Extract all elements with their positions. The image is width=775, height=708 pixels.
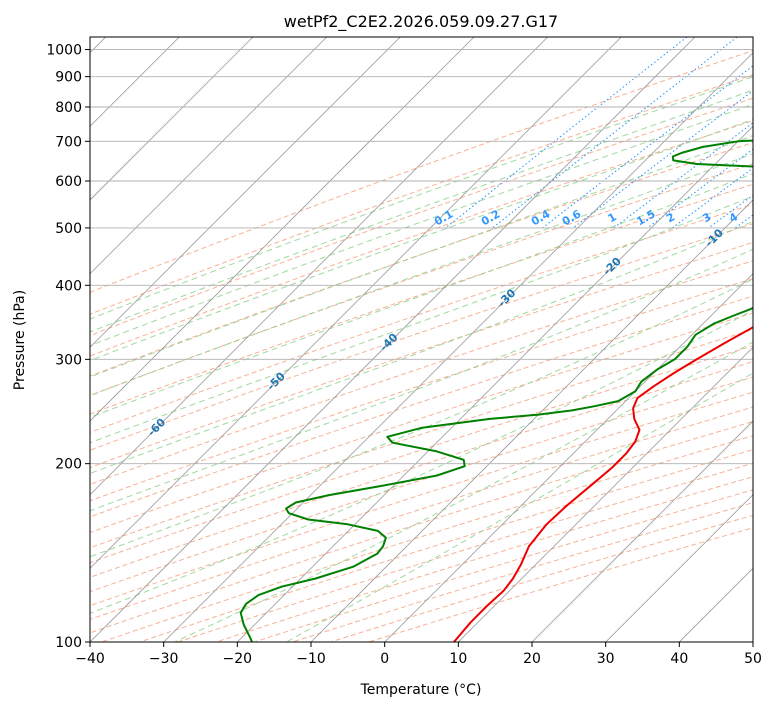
x-tick-label: −30 (149, 651, 179, 667)
x-tick-label: 40 (670, 651, 688, 667)
y-tick-label: 1000 (46, 43, 82, 59)
dry-adiabat (90, 163, 753, 396)
isotherm-line (90, 37, 327, 275)
isotherm-line (310, 199, 753, 642)
y-tick-label: 600 (55, 174, 82, 190)
dry-adiabat (90, 312, 753, 534)
moist-adiabat (90, 153, 753, 397)
moist-adiabat (90, 278, 753, 558)
dry-adiabat (90, 345, 753, 564)
isotherm-line (605, 494, 753, 642)
moist-adiabat (90, 76, 753, 320)
isotherm-line (90, 37, 475, 422)
isotherm-line (237, 125, 753, 642)
isotherm-line (90, 37, 548, 496)
dry-adiabat (90, 295, 753, 518)
y-axis-label: Pressure (hPa) (12, 290, 28, 390)
x-tick-label: 50 (744, 651, 762, 667)
x-tick-label: −10 (296, 651, 326, 667)
dry-adiabat (90, 142, 753, 377)
isotherm-line (163, 52, 753, 642)
dewpoint-profile-line (239, 139, 753, 642)
isotherm-line (531, 420, 753, 642)
chart-title: wetPf2_C2E2.2026.059.09.27.G17 (284, 12, 558, 32)
y-tick-label: 800 (55, 100, 82, 116)
x-tick-label: 0 (380, 651, 389, 667)
background-lines (90, 37, 753, 642)
x-tick-label: −40 (75, 651, 105, 667)
profile-lines (239, 139, 753, 642)
mixing-ratio-line (542, 65, 753, 229)
dry-adiabat (90, 97, 753, 337)
mixing-ratio-line (572, 90, 753, 229)
isotherm-line (90, 37, 622, 569)
dry-adiabat (90, 278, 753, 502)
isotherm-line (90, 37, 696, 642)
x-axis-label: Temperature (°C) (360, 682, 482, 698)
axis-ticks: −40 −30 −20 −10 0 10 20 30 40 50 100 200 300 400 500 60… (46, 43, 762, 667)
dry-adiabat (90, 391, 753, 607)
moist-adiabat (90, 195, 753, 444)
dry-adiabat (90, 223, 753, 451)
y-tick-label: 200 (55, 457, 82, 473)
temperature-profile-line (453, 326, 753, 642)
isotherm-line (90, 37, 401, 348)
plot-frame (89, 36, 754, 643)
x-tick-label: 10 (449, 651, 467, 667)
y-tick-label: 900 (55, 70, 82, 86)
moist-adiabat (90, 89, 753, 333)
dry-adiabat (90, 241, 753, 469)
y-tick-label: 500 (55, 221, 82, 237)
dry-adiabat (90, 376, 753, 593)
dry-adiabat (90, 50, 753, 293)
x-tick-label: 30 (597, 651, 615, 667)
moist-adiabat (90, 118, 753, 362)
mixing-ratio-line (672, 167, 753, 229)
dry-adiabat (90, 329, 753, 549)
moist-adiabat (90, 173, 753, 418)
x-tick-label: 20 (523, 651, 541, 667)
y-tick-label: 100 (55, 635, 82, 651)
x-tick-label: −20 (223, 651, 253, 667)
y-tick-label: 300 (55, 352, 82, 368)
isotherm-line (384, 273, 753, 642)
isotherm-line (458, 346, 753, 642)
isotherm-line (90, 37, 254, 201)
plot-background (90, 37, 753, 642)
y-tick-label: 400 (55, 278, 82, 294)
y-tick-label: 700 (55, 134, 82, 150)
dry-adiabat (90, 361, 753, 578)
